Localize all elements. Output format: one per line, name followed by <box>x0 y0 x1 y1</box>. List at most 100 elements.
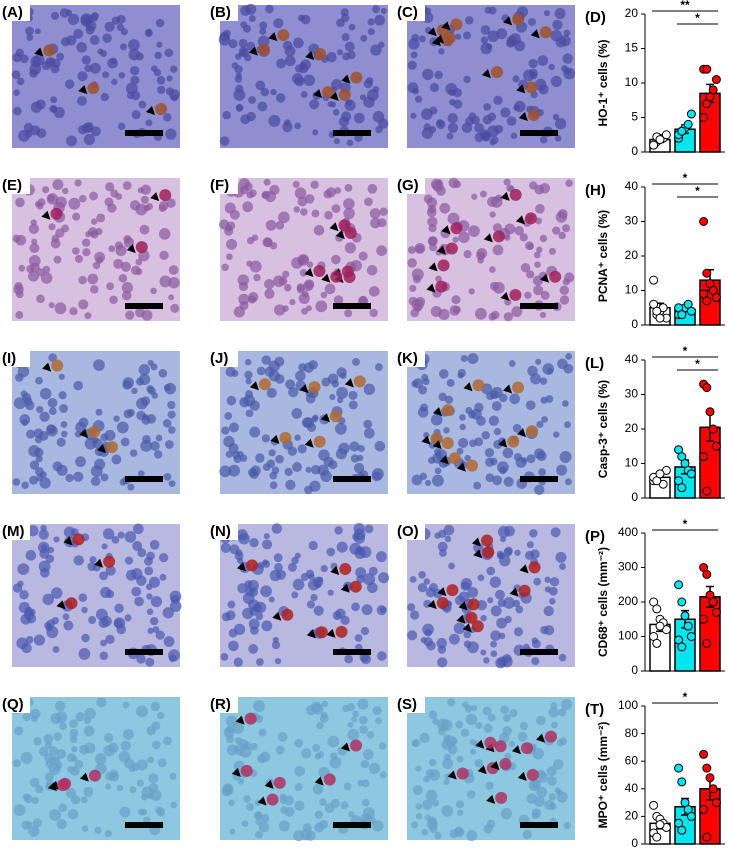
stained-cell <box>465 459 478 472</box>
cell <box>548 63 555 71</box>
cell <box>282 270 290 278</box>
cell <box>19 589 29 600</box>
cell <box>413 303 422 312</box>
cell <box>268 114 281 127</box>
data-point <box>702 64 712 74</box>
scale-bar <box>125 303 163 309</box>
cell <box>300 90 308 98</box>
cell <box>463 250 472 259</box>
stained-cell <box>507 435 520 448</box>
cell <box>303 74 316 87</box>
y-tick-label: 30 <box>625 214 639 228</box>
stained-cell <box>526 425 539 438</box>
cell <box>424 814 431 821</box>
cell <box>490 640 498 648</box>
cell <box>366 264 378 276</box>
cell <box>271 640 281 650</box>
cell <box>347 721 354 728</box>
cell <box>270 88 277 96</box>
cell <box>480 614 487 622</box>
cell <box>490 136 499 145</box>
cell <box>111 535 120 544</box>
cell <box>170 303 180 313</box>
cell <box>162 607 174 619</box>
cell <box>343 782 352 791</box>
arrowhead <box>306 629 316 639</box>
cell <box>228 640 239 652</box>
cell <box>336 49 344 56</box>
arrowhead <box>34 47 44 57</box>
data-point <box>711 75 721 85</box>
cell <box>109 295 118 305</box>
cell <box>149 616 159 626</box>
cell <box>455 800 465 809</box>
stained-cell <box>456 767 469 780</box>
arrowhead <box>249 381 259 391</box>
cell <box>138 470 145 477</box>
arrowhead <box>421 435 431 445</box>
stained-cell <box>329 410 342 423</box>
y-tick-label: 0 <box>631 144 638 158</box>
scale-bar <box>125 649 163 655</box>
cell <box>147 627 154 634</box>
cell <box>427 204 437 214</box>
label-bg <box>208 349 238 367</box>
cell <box>158 228 171 240</box>
cell <box>141 793 149 801</box>
cell <box>246 802 255 811</box>
cell <box>231 62 239 69</box>
cell <box>455 33 462 40</box>
cell <box>65 473 74 483</box>
cell <box>500 808 513 820</box>
cell <box>123 235 132 244</box>
cell <box>276 58 287 69</box>
cell <box>255 80 266 91</box>
cell <box>549 577 560 587</box>
cell <box>378 742 387 750</box>
cell <box>152 626 160 633</box>
arrowhead <box>486 794 496 804</box>
cell <box>83 133 96 146</box>
cell <box>434 70 443 80</box>
cell <box>425 479 432 487</box>
cell <box>266 459 276 468</box>
cell <box>366 89 379 101</box>
cell <box>361 798 370 807</box>
cell <box>367 18 375 26</box>
cell <box>81 55 91 65</box>
significance-label: * <box>683 344 688 358</box>
cell <box>29 475 39 485</box>
y-tick-label: 80 <box>625 726 639 740</box>
stained-cell <box>135 241 148 254</box>
cell <box>487 597 494 604</box>
cell <box>548 707 559 718</box>
data-point <box>702 832 712 842</box>
cell <box>69 735 78 743</box>
cell <box>111 454 122 465</box>
arrowhead <box>477 765 487 775</box>
cell <box>134 596 144 607</box>
stained-cell <box>512 381 525 394</box>
cell <box>145 202 153 211</box>
arrowhead <box>530 29 540 39</box>
cell <box>268 596 275 603</box>
cell <box>360 759 370 769</box>
cell <box>28 825 40 837</box>
cell <box>131 110 141 120</box>
cell <box>218 33 231 46</box>
data-point <box>655 820 665 830</box>
scale-bar <box>333 303 371 309</box>
cell <box>120 437 130 447</box>
cell <box>227 600 236 609</box>
cell <box>503 597 515 609</box>
cell <box>361 604 373 616</box>
y-tick-label: 0 <box>631 663 638 677</box>
cell <box>443 779 450 786</box>
stained-cell <box>322 85 335 98</box>
cell <box>233 89 246 101</box>
data-point <box>655 469 665 479</box>
cell <box>370 44 382 56</box>
cell <box>108 245 116 253</box>
cell <box>146 551 155 561</box>
cell <box>39 387 52 400</box>
